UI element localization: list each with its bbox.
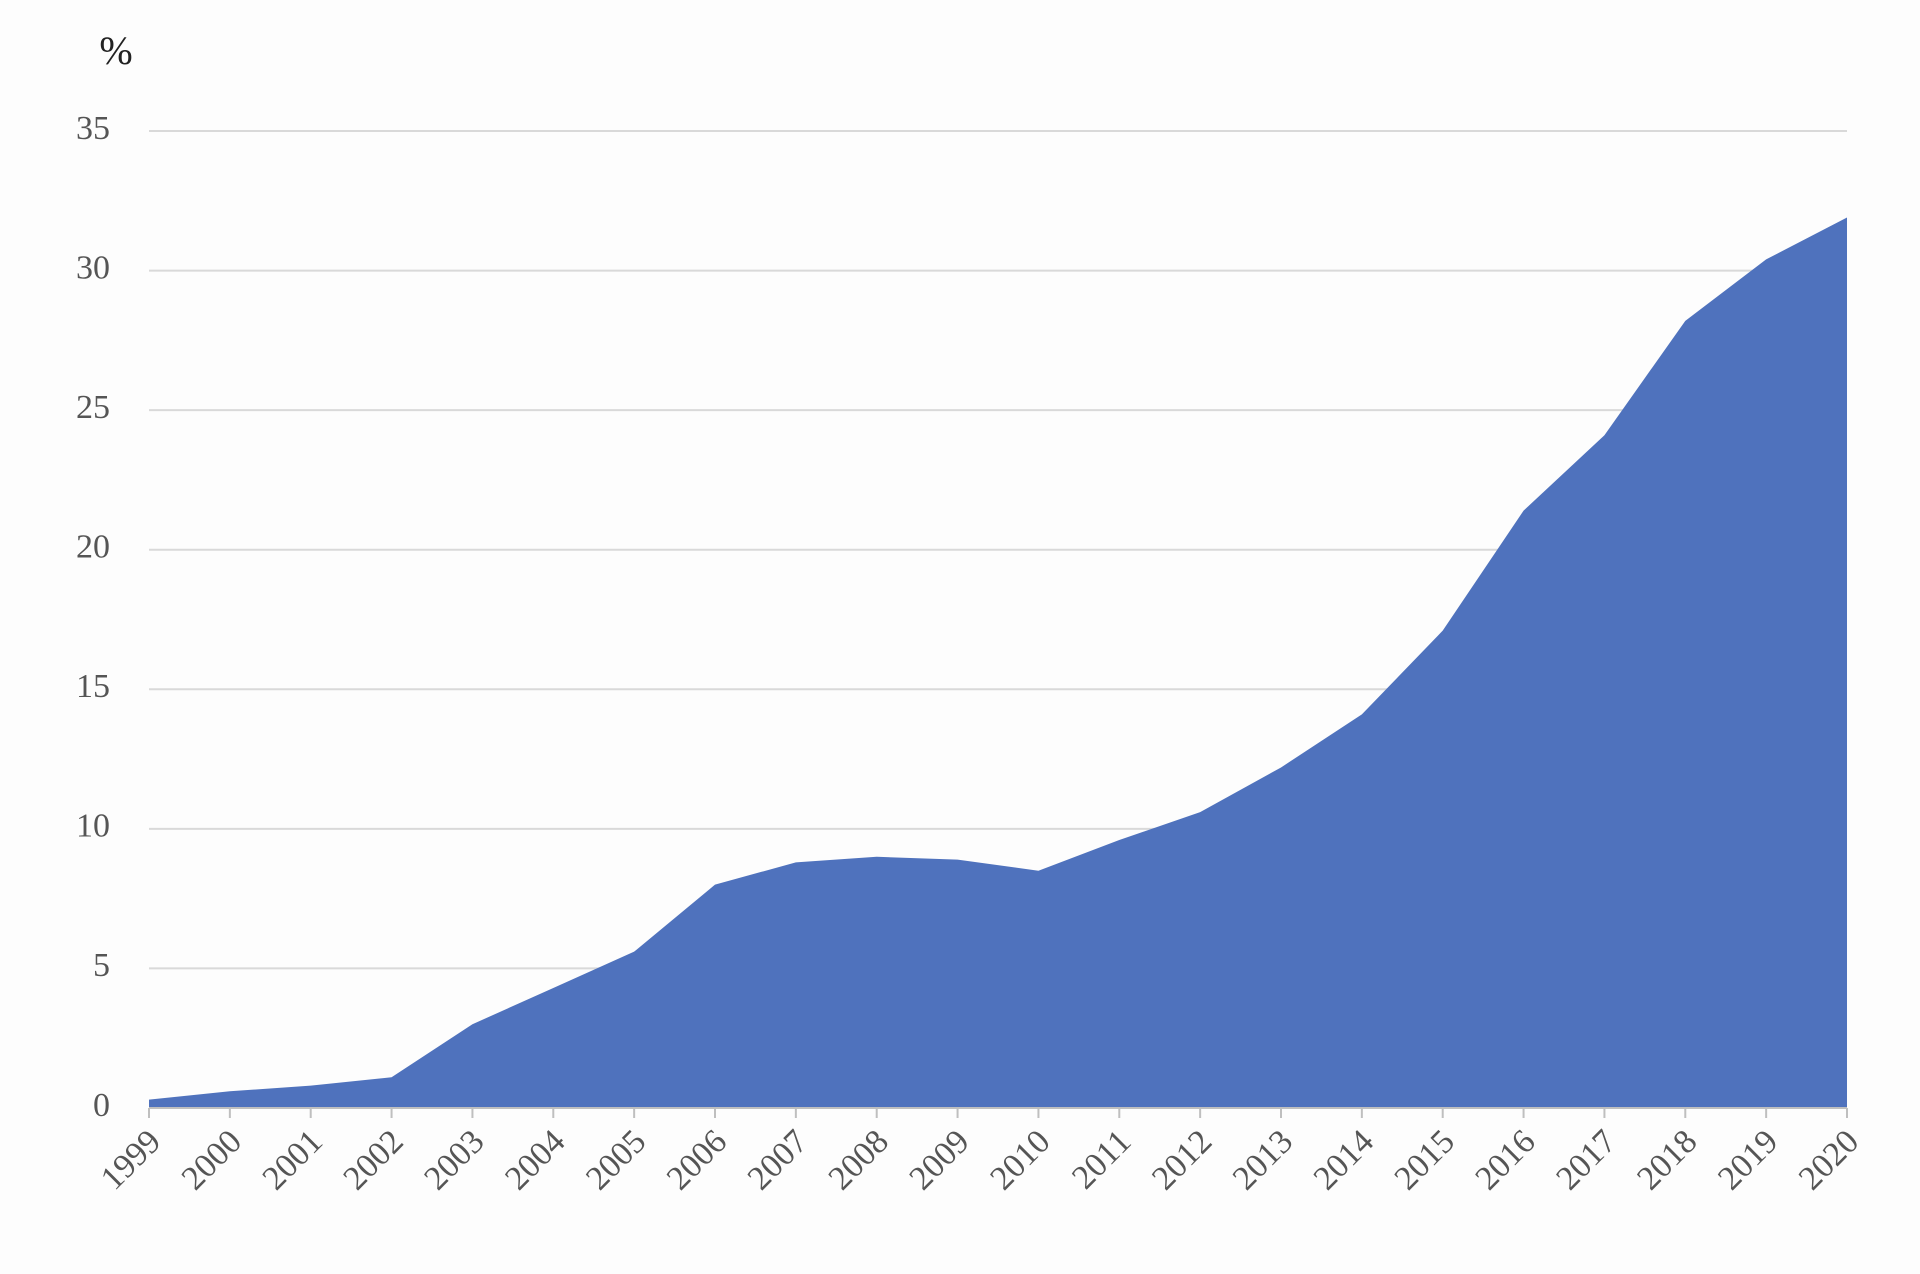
x-tick-label: 2007 bbox=[741, 1123, 815, 1197]
area bbox=[149, 217, 1847, 1108]
x-tick-label: 2010 bbox=[983, 1123, 1057, 1197]
y-tick-label: 25 bbox=[76, 389, 110, 426]
x-tick-label: 2004 bbox=[498, 1123, 572, 1197]
x-tick-label: 2019 bbox=[1711, 1123, 1785, 1197]
x-tick-label: 2016 bbox=[1468, 1123, 1542, 1197]
y-tick-label: 0 bbox=[93, 1087, 110, 1124]
y-tick-label: 20 bbox=[76, 529, 110, 566]
x-tick-label: 1999 bbox=[94, 1123, 168, 1197]
x-tick-label: 2001 bbox=[256, 1123, 330, 1197]
y-axis-label: % bbox=[99, 28, 132, 73]
x-tick-label: 2012 bbox=[1145, 1123, 1219, 1197]
y-tick-label: 5 bbox=[93, 947, 110, 984]
x-tick-label: 2009 bbox=[902, 1123, 976, 1197]
x-tick-label: 2000 bbox=[175, 1123, 249, 1197]
y-tick-label: 35 bbox=[76, 110, 110, 147]
x-tick-label: 2017 bbox=[1549, 1123, 1623, 1197]
x-tick-label: 2020 bbox=[1792, 1123, 1866, 1197]
x-tick-label: 2008 bbox=[822, 1123, 896, 1197]
x-tick-label: 2018 bbox=[1630, 1123, 1704, 1197]
x-tick-label: 2003 bbox=[417, 1123, 491, 1197]
x-tick-label: 2015 bbox=[1388, 1123, 1462, 1197]
x-tick-label: 2014 bbox=[1307, 1123, 1381, 1197]
x-tick-label: 2011 bbox=[1065, 1123, 1138, 1196]
x-tick-label: 2013 bbox=[1226, 1123, 1300, 1197]
x-tick-label: 2006 bbox=[660, 1123, 734, 1197]
y-tick-label: 30 bbox=[76, 249, 110, 286]
x-tick-label: 2002 bbox=[336, 1123, 410, 1197]
y-tick-label: 10 bbox=[76, 808, 110, 845]
x-tick-label: 2005 bbox=[579, 1123, 653, 1197]
y-tick-label: 15 bbox=[76, 668, 110, 705]
